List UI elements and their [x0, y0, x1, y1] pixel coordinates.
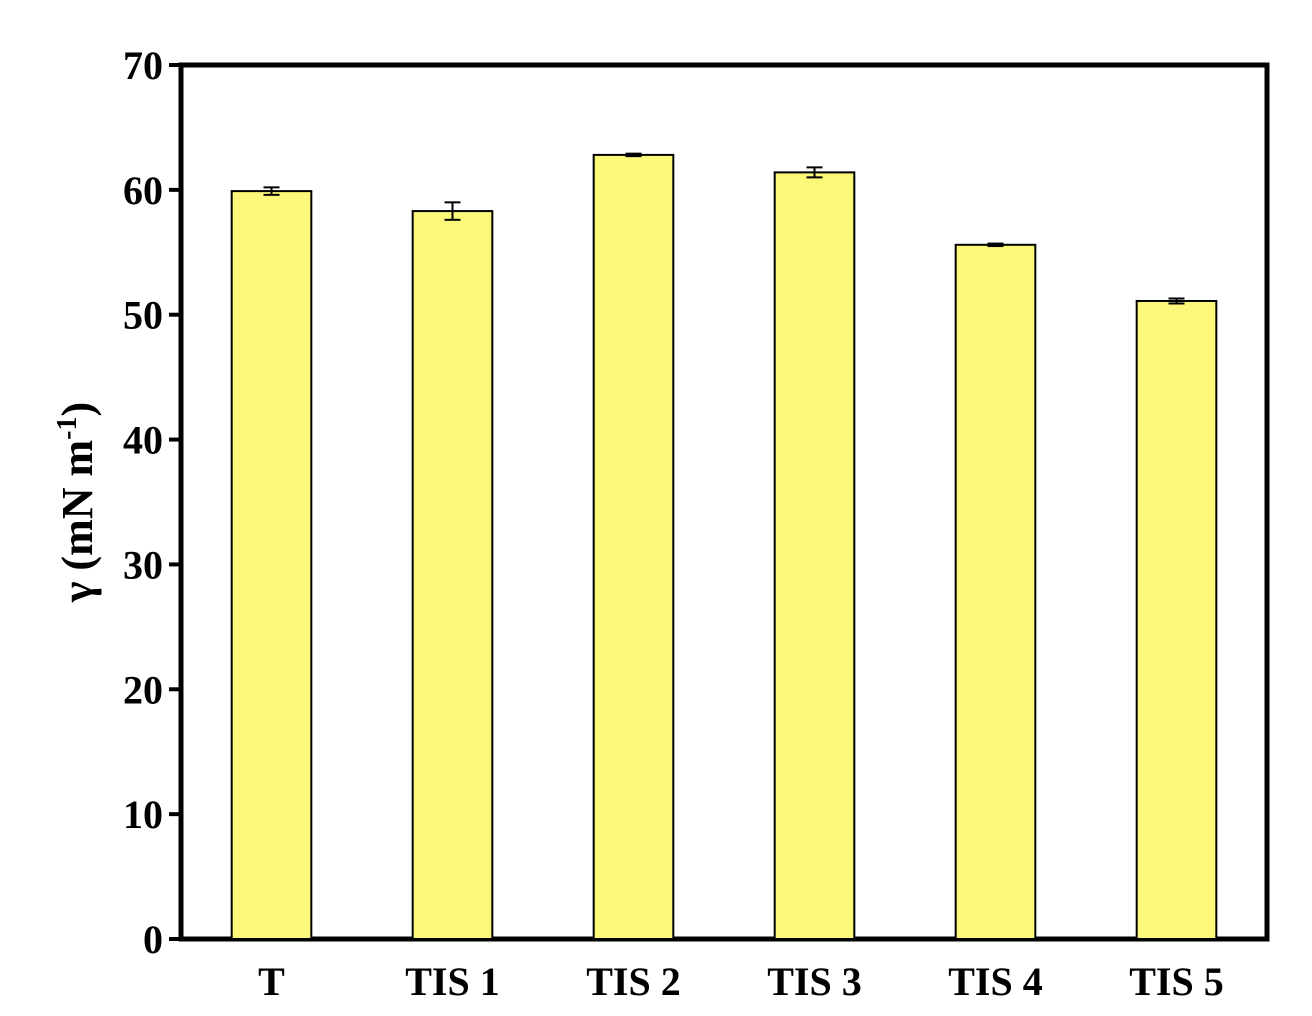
x-tick-label: TIS 2 [586, 959, 681, 1004]
bar [773, 171, 856, 940]
y-tick-label: 70 [123, 43, 163, 88]
bar [1135, 299, 1218, 941]
y-tick-label: 40 [123, 418, 163, 463]
y-axis-title: γ (mN m-1) [52, 402, 102, 603]
x-tick-label: TIS 4 [948, 959, 1043, 1004]
y-tick-label: 10 [123, 792, 163, 837]
bars-group [230, 152, 1218, 941]
x-tick-label: T [258, 959, 285, 1004]
bar [411, 210, 494, 940]
y-axis-title-superscript: -1 [52, 417, 83, 440]
bar [230, 190, 313, 940]
x-tick-label: TIS 5 [1129, 959, 1224, 1004]
y-tick-label: 20 [123, 667, 163, 712]
x-tick-label: TIS 3 [767, 959, 862, 1004]
bar [954, 243, 1037, 940]
x-tick-label: TIS 1 [405, 959, 500, 1004]
y-tick-label: 30 [123, 542, 163, 587]
y-axis-title-close: ) [53, 402, 102, 417]
y-tick-label: 50 [123, 293, 163, 338]
y-axis-title-main: γ (mN m [53, 440, 102, 603]
y-axis: 0 10 20 30 40 50 60 70 [123, 43, 181, 962]
x-axis: T TIS 1 TIS 2 TIS 3 TIS 4 TIS 5 [258, 925, 1224, 1004]
y-tick-label: 60 [123, 168, 163, 213]
y-tick-label: 0 [143, 917, 163, 962]
bar [592, 153, 675, 940]
plot-frame [178, 62, 1270, 942]
